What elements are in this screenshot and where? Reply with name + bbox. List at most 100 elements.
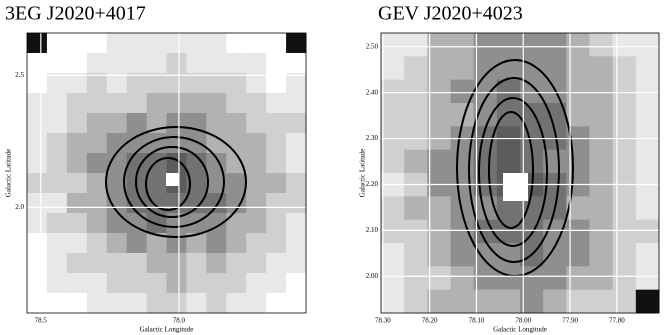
- pixel: [186, 133, 207, 154]
- pixel: [286, 73, 307, 94]
- pixel: [146, 293, 167, 314]
- pixel: [381, 79, 405, 104]
- pixel: [404, 219, 428, 244]
- pixel: [86, 293, 108, 314]
- pixel: [473, 219, 498, 244]
- pixel: [543, 56, 567, 81]
- pixel: [66, 293, 88, 314]
- pixel: [66, 153, 88, 174]
- peak-pixel: [166, 173, 179, 186]
- pixel: [46, 33, 68, 54]
- pixel: [473, 149, 498, 174]
- pixel: [106, 293, 128, 314]
- pixel: [266, 173, 287, 194]
- pixel: [27, 133, 48, 154]
- pixel: [246, 213, 267, 234]
- pixel: [126, 233, 148, 254]
- pixel: [146, 53, 167, 74]
- pixel: [589, 33, 614, 57]
- x-tick-label: 78.00: [515, 317, 531, 325]
- pixel: [106, 193, 128, 214]
- pixel: [66, 113, 88, 134]
- pixel: [246, 33, 267, 54]
- pixel: [286, 193, 307, 214]
- pixel: [146, 233, 167, 254]
- pixel: [635, 103, 660, 127]
- pixel: [266, 273, 287, 294]
- pixel: [86, 73, 108, 94]
- pixel: [612, 33, 637, 57]
- pixel: [450, 219, 475, 244]
- pixel: [46, 53, 68, 74]
- pixel: [226, 233, 247, 254]
- pixel: [186, 53, 207, 74]
- pixel: [166, 273, 187, 294]
- pixel: [286, 133, 307, 154]
- pixel: [612, 103, 637, 127]
- pixel: [520, 219, 544, 244]
- y-tick-label: 2.40: [366, 88, 379, 96]
- pixel: [404, 103, 428, 127]
- pixel: [473, 266, 498, 291]
- pixel: [86, 53, 108, 74]
- y-tick-label: 2.00: [366, 272, 379, 280]
- pixel: [106, 113, 128, 134]
- pixel: [612, 289, 637, 314]
- pixel: [635, 56, 660, 81]
- pixel: [27, 253, 48, 274]
- pixel: [566, 79, 590, 104]
- pixel: [226, 153, 247, 174]
- pixel: [473, 56, 498, 81]
- pixel: [206, 293, 227, 314]
- pixel: [186, 253, 207, 274]
- pixel: [106, 253, 128, 274]
- y-axis-label: Galactic Latitude: [5, 149, 13, 197]
- pixel: [286, 233, 307, 254]
- pixel: [520, 266, 544, 291]
- pixel: [66, 73, 88, 94]
- pixel: [450, 196, 475, 221]
- pixel: [46, 133, 68, 154]
- pixel: [266, 153, 287, 174]
- pixel: [635, 33, 660, 57]
- pixel: [27, 193, 48, 214]
- pixel: [589, 196, 614, 221]
- pixel: [126, 93, 148, 114]
- pixel: [566, 56, 590, 81]
- pixel: [612, 196, 637, 221]
- pixel: [266, 73, 287, 94]
- pixel: [146, 213, 167, 234]
- pixel: [266, 113, 287, 134]
- pixel: [27, 153, 48, 174]
- contour: [135, 146, 209, 218]
- pixel: [106, 133, 128, 154]
- pixel: [66, 253, 88, 274]
- contour: [478, 97, 548, 247]
- pixel: [206, 213, 227, 234]
- pixel: [496, 219, 521, 244]
- pixel: [543, 103, 567, 127]
- pixel: [404, 196, 428, 221]
- pixel: [86, 233, 108, 254]
- pixel: [146, 173, 167, 194]
- pixel: [266, 133, 287, 154]
- x-tick-label: 78.0: [173, 317, 186, 325]
- pixel: [286, 213, 307, 234]
- panel: 3EG J2020+4017 78.5 78.0 2.0 2.5 Galactic Lon…: [5, 3, 307, 334]
- y-tick-label: 2.10: [366, 226, 379, 234]
- pixel: [166, 33, 187, 54]
- pixel: [86, 33, 108, 54]
- pixel: [166, 73, 187, 94]
- pixel: [126, 53, 148, 74]
- pixel: [86, 133, 108, 154]
- pixel: [589, 149, 614, 174]
- pixel: [106, 273, 128, 294]
- pixel: [612, 79, 637, 104]
- pixel: [520, 289, 544, 314]
- pixel: [186, 233, 207, 254]
- pixel: [166, 53, 187, 74]
- pixel: [27, 93, 48, 114]
- x-tick-label: 78.30: [375, 317, 391, 325]
- pixel: [226, 113, 247, 134]
